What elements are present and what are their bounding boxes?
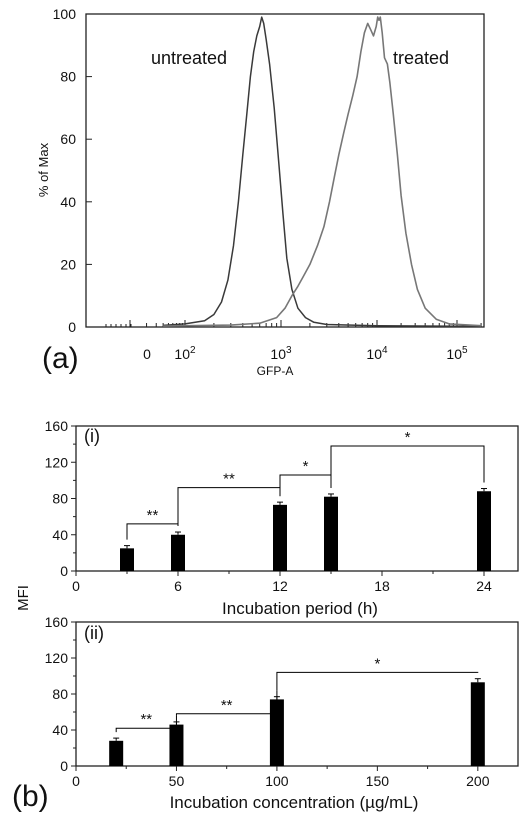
bar [120, 548, 134, 571]
histogram-x-tick-label: 0 [143, 346, 151, 362]
plot-frame [76, 622, 518, 766]
histogram-y-tick-label: 0 [68, 319, 76, 335]
bar [169, 725, 183, 766]
significance-bracket [178, 488, 280, 526]
x-tick-label: 18 [374, 578, 390, 594]
significance-bracket [127, 524, 178, 540]
histogram-y-tick-label: 20 [60, 256, 76, 272]
bar [471, 682, 485, 766]
y-tick-label: 80 [52, 491, 68, 507]
concentration-x-axis-label: Incubation concentration (µg/mL) [170, 793, 419, 812]
significance-bracket [280, 475, 331, 496]
mfi-y-axis-label: MFI [15, 585, 32, 611]
histogram-y-tick-label: 80 [60, 69, 76, 85]
histogram-y-tick-label: 40 [60, 194, 76, 210]
x-tick-label: 24 [476, 578, 492, 594]
x-tick-label: 0 [72, 578, 80, 594]
significance-label: ** [221, 697, 233, 714]
significance-label: * [374, 655, 380, 672]
x-tick-label: 150 [366, 773, 390, 789]
y-tick-label: 160 [45, 614, 69, 630]
histogram-x-axis-label: GFP-A [257, 364, 294, 378]
panel-i-label: (i) [84, 426, 100, 446]
x-tick-label: 50 [169, 773, 185, 789]
significance-label: ** [223, 471, 235, 488]
period-significance: ****** [127, 429, 484, 540]
y-tick-label: 40 [52, 722, 68, 738]
y-tick-label: 40 [52, 527, 68, 543]
y-tick-label: 120 [45, 454, 69, 470]
untreated-label: untreated [151, 48, 227, 68]
y-tick-label: 160 [45, 418, 69, 434]
period-bars [120, 489, 491, 571]
y-tick-label: 0 [60, 563, 68, 579]
panel-a-label: (a) [42, 342, 79, 375]
bar [109, 741, 123, 766]
significance-label: * [405, 429, 411, 446]
histogram-y-axis-label: % of Max [36, 142, 51, 197]
period-x-axis-label: Incubation period (h) [222, 599, 378, 618]
significance-label: ** [147, 507, 159, 524]
plot-frame [76, 426, 518, 571]
significance-label: * [303, 458, 309, 475]
bar [273, 505, 287, 571]
concentration-bars [109, 679, 485, 766]
x-tick-label: 200 [466, 773, 490, 789]
panel-b-label: (b) [12, 780, 49, 813]
y-tick-label: 80 [52, 686, 68, 702]
significance-label: ** [140, 711, 152, 728]
significance-bracket [331, 446, 484, 488]
bar [171, 535, 185, 571]
histogram-panel: 0 20 40 60 80 100 0 102 103 104 105 % of Max GFP-… [36, 6, 484, 378]
histogram-x-tick-label: 103 [270, 345, 292, 362]
histogram-x-tick-label: 105 [446, 345, 468, 362]
x-tick-label: 0 [72, 773, 80, 789]
x-tick-label: 12 [272, 578, 288, 594]
concentration-significance: ***** [116, 655, 478, 732]
y-tick-label: 120 [45, 650, 69, 666]
bar [477, 491, 491, 571]
histogram-y-tick-label: 60 [60, 131, 76, 147]
treated-label: treated [393, 48, 449, 68]
histogram-x-tick-label: 104 [366, 345, 388, 362]
y-tick-label: 0 [60, 758, 68, 774]
x-tick-label: 6 [174, 578, 182, 594]
histogram-y-tick-label: 100 [53, 6, 77, 22]
histogram-x-tick-label: 102 [174, 345, 196, 362]
significance-bracket [277, 672, 478, 690]
bar [324, 497, 338, 571]
panel-ii-label: (ii) [84, 623, 104, 643]
x-tick-label: 100 [265, 773, 289, 789]
